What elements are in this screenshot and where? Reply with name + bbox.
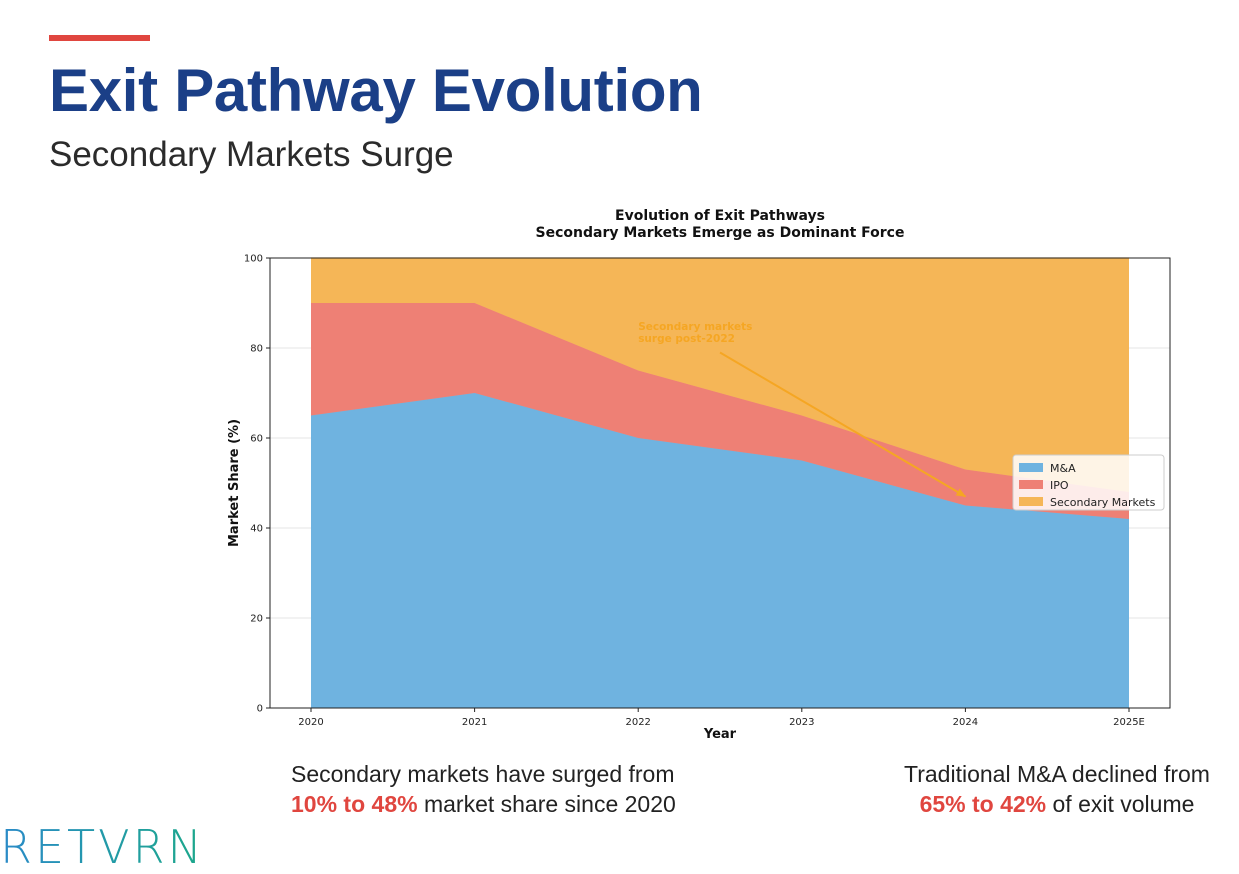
stat-left-line2: 10% to 48% market share since 2020 (291, 789, 676, 819)
x-tick-label: 2021 (462, 717, 487, 728)
y-tick-label: 40 (250, 524, 263, 535)
x-tick-label: 2022 (625, 717, 650, 728)
legend: M&A IPO Secondary Markets (1012, 454, 1165, 511)
stat-right-line2: 65% to 42% of exit volume (880, 789, 1234, 819)
x-axis-label: Year (703, 727, 737, 742)
stat-left-highlight: 10% to 48% (291, 791, 418, 817)
stat-mna: Traditional M&A declined from 65% to 42%… (880, 759, 1234, 819)
chart-title: Evolution of Exit Pathways (615, 208, 825, 224)
stat-right-rest: of exit volume (1046, 791, 1195, 817)
exit-pathway-chart: Evolution of Exit Pathways Secondary Mar… (227, 208, 1171, 742)
legend-label: Secondary Markets (1050, 496, 1156, 509)
annotation-text: surge post-2022 (638, 333, 735, 345)
stat-right-highlight: 65% to 42% (919, 791, 1047, 817)
page-subtitle: Secondary Markets Surge (49, 135, 454, 174)
area-secondary-markets (311, 258, 1129, 492)
legend-label: M&A (1050, 462, 1076, 475)
legend-box (1012, 454, 1165, 511)
x-tick-label: 2025E (1113, 717, 1145, 728)
stat-left-rest: market share since 2020 (417, 791, 676, 817)
annotation-arrow (719, 351, 967, 498)
area-ipo (311, 303, 1129, 519)
legend-swatch (1019, 497, 1043, 506)
legend-swatch (1019, 463, 1043, 472)
y-tick-label: 60 (250, 434, 263, 445)
x-tick-label: 2020 (298, 717, 323, 728)
accent-bar (49, 35, 150, 41)
legend-swatch (1019, 480, 1043, 489)
area-m-a (311, 393, 1129, 708)
y-axis-label: Market Share (%) (227, 419, 242, 547)
logo-text: RETVRN (0, 822, 205, 870)
plot-area: 0 20 40 60 80 100 2020 2021 2022 2023 2024 2025E Sec… (244, 254, 1171, 728)
legend-label: IPO (1050, 479, 1069, 492)
stat-right-line1: Traditional M&A declined from (904, 761, 1210, 787)
x-tick-label: 2023 (789, 717, 814, 728)
y-tick-label: 100 (244, 254, 263, 265)
annotation-text: Secondary markets (638, 321, 752, 333)
retvrn-logo: RETVRN (0, 822, 205, 870)
stat-secondary-markets: Secondary markets have surged from 10% t… (291, 759, 676, 819)
y-tick-label: 20 (250, 614, 263, 625)
x-tick-label: 2024 (953, 717, 978, 728)
chart-subtitle: Secondary Markets Emerge as Dominant For… (536, 225, 905, 241)
y-tick-label: 0 (257, 704, 263, 715)
y-tick-label: 80 (250, 344, 263, 355)
axes-frame (269, 257, 1171, 709)
stat-left-line1: Secondary markets have surged from (291, 761, 675, 787)
page-title: Exit Pathway Evolution (49, 57, 703, 124)
